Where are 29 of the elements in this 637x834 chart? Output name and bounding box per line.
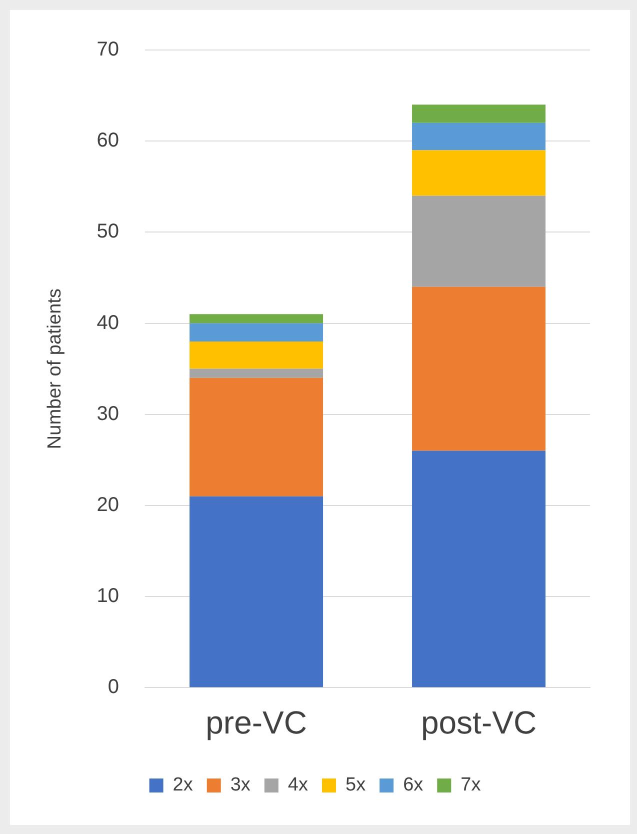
legend-label: 7x <box>460 774 482 796</box>
y-tick-label: 70 <box>96 38 120 61</box>
bar <box>190 368 324 378</box>
bar <box>190 314 324 324</box>
legend-label: 5x <box>346 774 366 796</box>
bar <box>190 341 324 369</box>
legend-label: 6x <box>403 774 424 796</box>
x-tick-label: pre-VC <box>206 704 307 741</box>
y-tick-label: 30 <box>96 402 120 425</box>
bar <box>412 150 546 196</box>
x-tick-label: post-VC <box>420 704 537 741</box>
y-tick-label: 60 <box>96 130 120 152</box>
y-tick-label: 20 <box>96 494 120 516</box>
legend-label: 2x <box>172 774 194 796</box>
legend-label: 3x <box>230 774 251 796</box>
y-tick-label: 0 <box>108 676 120 698</box>
bar <box>190 378 324 496</box>
legend-label: 4x <box>288 774 308 796</box>
y-tick-label: 50 <box>96 220 120 243</box>
y-tick-label: 10 <box>96 585 120 608</box>
bar <box>190 323 324 342</box>
bar <box>412 122 546 150</box>
bar <box>412 286 546 451</box>
bar <box>412 196 546 287</box>
bar <box>190 496 324 688</box>
y-tick-label: 40 <box>96 312 120 334</box>
bar <box>412 104 546 123</box>
y-axis-title: Number of patients <box>44 288 66 450</box>
bar <box>412 450 546 688</box>
